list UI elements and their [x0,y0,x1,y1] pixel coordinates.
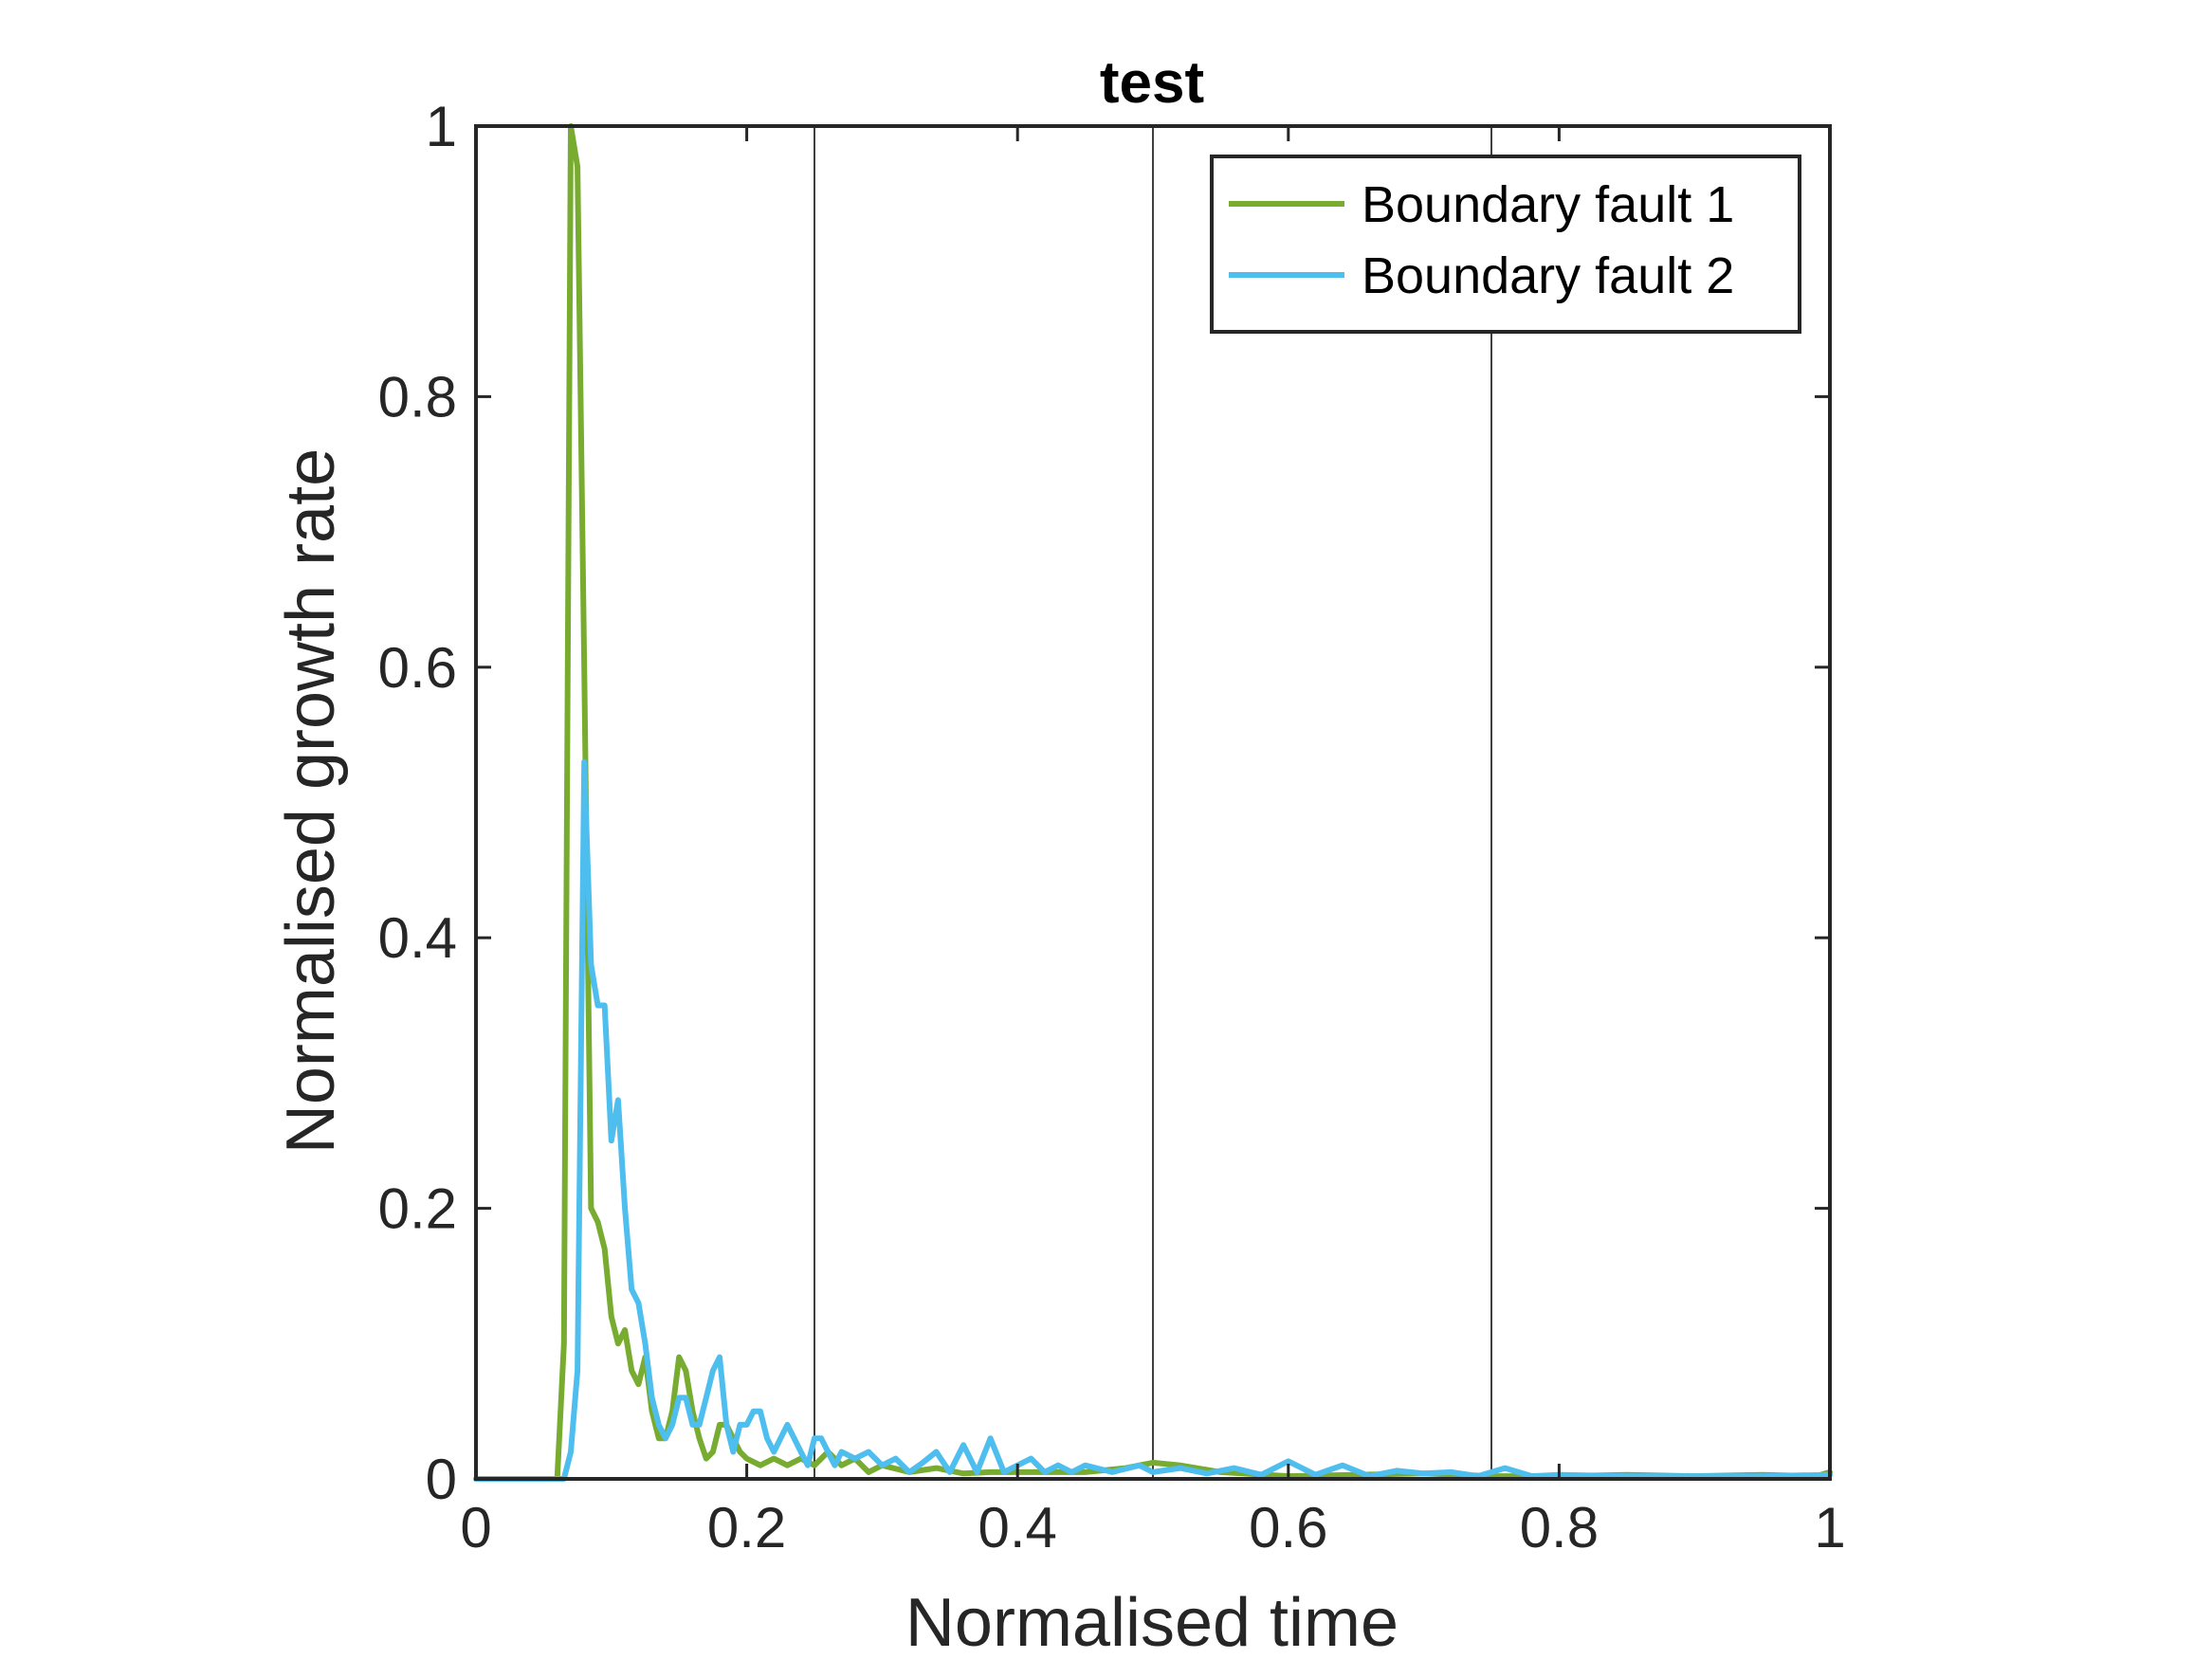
vertical-reference-lines [814,126,1492,1479]
legend-label-2: Boundary fault 2 [1362,247,1734,304]
x-tick-label: 0.8 [1520,1496,1599,1559]
x-tick-label: 0.2 [707,1496,786,1559]
y-tick-label: 0 [426,1448,457,1511]
series-line-2 [473,758,1833,1482]
y-tick-label: 0.2 [378,1177,457,1241]
series-line-1 [473,123,1833,1482]
plot-series [473,123,1833,1482]
x-tick-label: 1 [1814,1496,1845,1559]
y-axis-label: Normalised growth rate [273,448,349,1154]
x-axis-label: Normalised time [905,1585,1398,1659]
y-tick-label: 0.8 [378,365,457,428]
legend-box [1210,155,1801,334]
axes-box [474,124,1832,1481]
axes [474,124,1832,1481]
y-tick-label: 1 [426,95,457,158]
legend-label-1: Boundary fault 1 [1362,176,1734,233]
y-tick-label: 0.4 [378,906,457,970]
x-tick-label: 0.6 [1249,1496,1327,1559]
chart-title: test [1100,50,1204,116]
legend: Boundary fault 1 Boundary fault 2 [1210,155,1801,334]
x-tick-label: 0 [460,1496,491,1559]
x-tick-label: 0.4 [978,1496,1056,1559]
x-axis-ticks: 0 0.2 0.4 0.6 0.8 1 [460,126,1846,1559]
y-tick-label: 0.6 [378,636,457,700]
y-axis-ticks: 0 0.2 0.4 0.6 0.8 1 [378,95,1830,1511]
